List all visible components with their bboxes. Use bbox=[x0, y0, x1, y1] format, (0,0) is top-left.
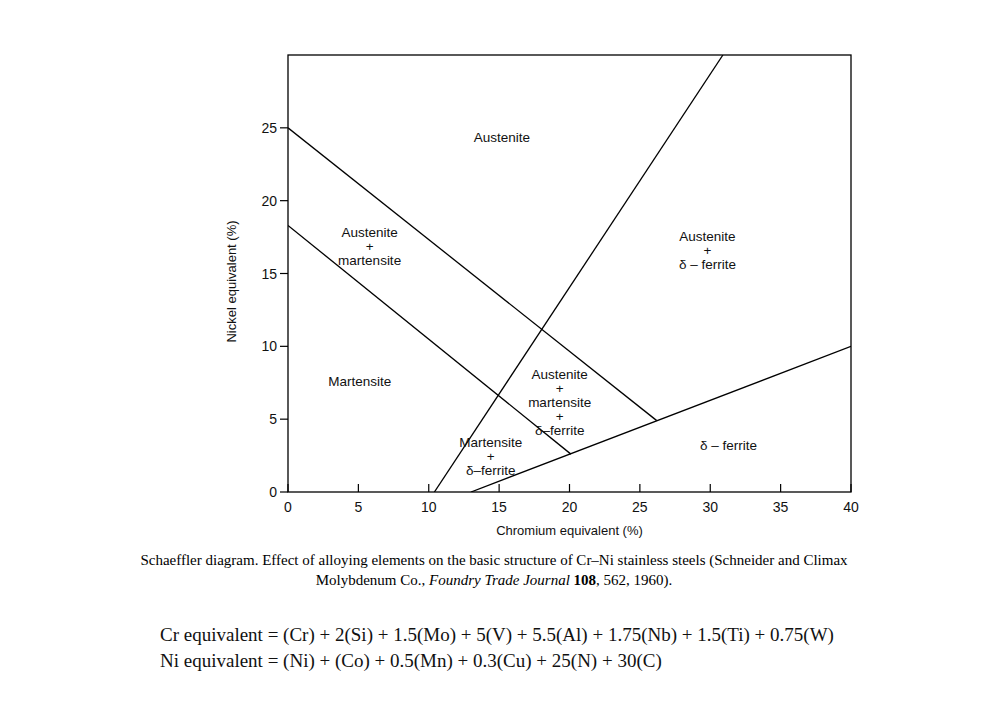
x-tick-label: 0 bbox=[284, 499, 292, 515]
x-tick bbox=[780, 484, 781, 492]
x-tick bbox=[850, 484, 851, 492]
y-tick bbox=[280, 273, 288, 274]
x-tick-label: 40 bbox=[843, 499, 859, 515]
y-tick bbox=[280, 346, 288, 347]
x-tick bbox=[639, 484, 640, 492]
y-tick-label: 15 bbox=[261, 266, 277, 282]
region-label: + bbox=[366, 239, 374, 254]
x-tick-label: 20 bbox=[562, 499, 578, 515]
region-label: martensite bbox=[528, 395, 591, 410]
region-label: δ – ferrite bbox=[700, 438, 757, 453]
region-label: + bbox=[556, 409, 564, 424]
boundary-line bbox=[434, 55, 723, 492]
region-label: + bbox=[703, 243, 711, 258]
x-tick-label: 5 bbox=[354, 499, 362, 515]
region-label: Austenite bbox=[531, 367, 587, 382]
caption-text: Schaeffler diagram. Effect of alloying e… bbox=[140, 552, 847, 568]
x-tick bbox=[569, 484, 570, 492]
boundary-line bbox=[288, 128, 657, 421]
x-tick bbox=[710, 484, 711, 492]
y-tick-label: 10 bbox=[261, 338, 277, 354]
y-tick-label: 25 bbox=[261, 120, 277, 136]
y-tick bbox=[280, 491, 288, 492]
region-label: Austenite bbox=[679, 229, 735, 244]
y-tick-label: 5 bbox=[269, 411, 277, 427]
boundary-line bbox=[471, 346, 851, 492]
plot-frame bbox=[288, 55, 851, 492]
boundary-line bbox=[288, 225, 571, 454]
y-axis-label: Nickel equivalent (%) bbox=[224, 220, 239, 342]
x-axis-label: Chromium equivalent (%) bbox=[496, 523, 643, 538]
region-label: + bbox=[556, 381, 564, 396]
y-tick-label: 20 bbox=[261, 193, 277, 209]
region-label: Martensite bbox=[328, 374, 391, 389]
region-label: martensite bbox=[338, 253, 401, 268]
x-tick-label: 25 bbox=[632, 499, 648, 515]
caption-text: , 562, 1960). bbox=[596, 572, 672, 588]
chart: 0 5 10 15 20 25 30 35 40 0 5 10 15 20 25 Chromium equiv… bbox=[0, 0, 988, 724]
region-label: δ – ferrite bbox=[679, 257, 736, 272]
x-tick-label: 15 bbox=[491, 499, 507, 515]
y-tick bbox=[280, 419, 288, 420]
x-tick-label: 35 bbox=[773, 499, 789, 515]
plot-lines bbox=[288, 55, 851, 492]
caption-line: Schaeffler diagram. Effect of alloying e… bbox=[0, 552, 988, 569]
x-tick bbox=[358, 484, 359, 492]
region-label: Austenite bbox=[341, 225, 397, 240]
caption-text: Molybdenum Co., bbox=[316, 572, 429, 588]
equation: Ni equivalent = (Ni) + (Co) + 0.5(Mn) + … bbox=[160, 650, 662, 672]
caption-text: 108 bbox=[570, 572, 596, 588]
y-tick-label: 0 bbox=[269, 484, 277, 500]
y-tick bbox=[280, 127, 288, 128]
region-label: Martensite bbox=[459, 435, 522, 450]
caption-text: Foundry Trade Journal bbox=[429, 572, 570, 588]
x-tick-label: 30 bbox=[702, 499, 718, 515]
x-tick bbox=[499, 484, 500, 492]
region-label: δ–ferrite bbox=[535, 423, 585, 438]
region-label: δ–ferrite bbox=[466, 463, 516, 478]
x-tick-label: 10 bbox=[421, 499, 437, 515]
region-label: + bbox=[487, 449, 495, 464]
equation: Cr equivalent = (Cr) + 2(Si) + 1.5(Mo) +… bbox=[160, 624, 834, 646]
region-label: Austenite bbox=[474, 130, 530, 145]
x-tick bbox=[428, 484, 429, 492]
caption-line: Molybdenum Co., Foundry Trade Journal 10… bbox=[0, 572, 988, 589]
y-tick bbox=[280, 200, 288, 201]
x-tick bbox=[287, 484, 288, 492]
